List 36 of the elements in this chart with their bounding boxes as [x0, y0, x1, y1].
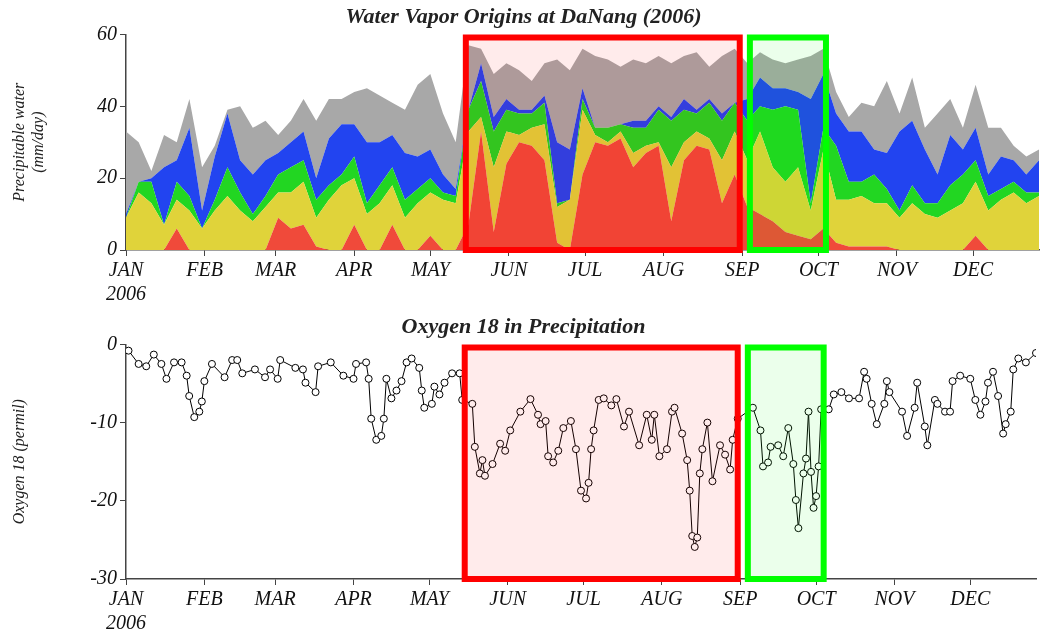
chart-title: Oxygen 18 in Precipitation	[401, 312, 646, 338]
x-tick-label: NOV	[873, 587, 918, 610]
y-tick-label: 40	[97, 93, 117, 116]
x-tick-label: JAN 2006	[106, 258, 146, 305]
x-tick-label: JAN 2006	[106, 587, 146, 634]
x-tick-label: MAR	[254, 258, 297, 281]
x-tick-label: MAY	[408, 587, 451, 610]
x-tick-label: MAY	[409, 258, 452, 281]
y-axis-title: Oxygen 18 (permil)	[9, 399, 28, 525]
x-tick-label: JUN	[490, 258, 529, 281]
y-tick-label: 20	[97, 165, 117, 188]
x-tick-label: SEP	[723, 587, 758, 610]
x-tick-label: FEB	[185, 587, 223, 610]
x-tick-label: APR	[333, 258, 373, 281]
x-tick-label: JUL	[566, 587, 601, 610]
y-tick-label: -30	[90, 566, 117, 589]
x-tick-label: MAR	[253, 587, 296, 610]
y-tick-label: 60	[97, 21, 117, 44]
y-tick-label: -20	[90, 488, 117, 511]
y-axis-title: Precipitable water (mm/day)	[9, 81, 47, 203]
x-tick-label: FEB	[185, 258, 223, 281]
y-tick-label: 0	[107, 331, 117, 354]
x-tick-label: APR	[333, 587, 372, 610]
chart-title: Water Vapor Origins at DaNang (2006)	[345, 2, 702, 28]
x-tick-label: DEC	[952, 258, 994, 281]
x-tick-label: JUL	[567, 258, 603, 281]
x-tick-label: AUG	[641, 258, 685, 281]
x-tick-label: JUN	[489, 587, 528, 610]
x-tick-label: OCT	[796, 587, 838, 610]
x-tick-label: SEP	[725, 258, 760, 281]
y-tick-label: 0	[107, 237, 117, 260]
x-tick-label: OCT	[798, 258, 840, 281]
y-tick-label: -10	[90, 409, 117, 432]
x-tick-label: AUG	[639, 587, 683, 610]
x-tick-label: DEC	[949, 587, 991, 610]
x-tick-label: NOV	[875, 258, 920, 281]
